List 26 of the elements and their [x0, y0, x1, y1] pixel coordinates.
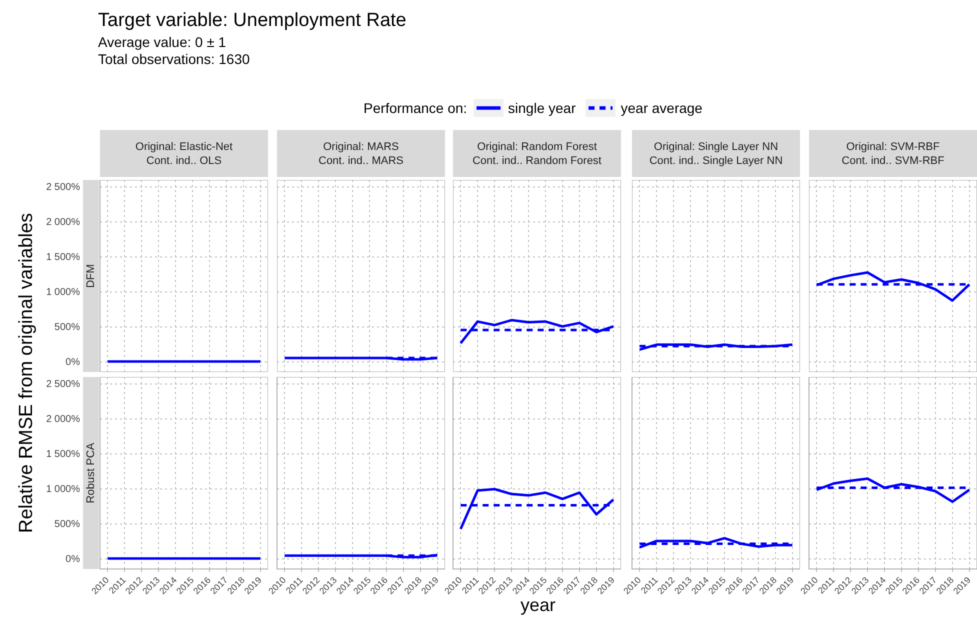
chart-title: Original: SVM-RBF Cont. ind.. SVM-RBF [809, 130, 977, 177]
y-tick-label: 1 500% [46, 252, 80, 263]
text: Target variable: Unemployment Rate [98, 10, 406, 32]
y-tick-label: 0% [66, 356, 80, 368]
y-tick-label: 500% [54, 518, 80, 530]
y-tick-label: 2 000% [46, 216, 80, 228]
y-tick-label: 2 000% [46, 414, 80, 425]
text: Relative RMSE from original variables [16, 213, 38, 533]
y-tick-label: 1 000% [46, 484, 80, 495]
text: Average value: 0 ± 1 Total observations: 1630 [98, 34, 250, 68]
legend-label: single year [508, 100, 576, 116]
text: year [520, 595, 556, 616]
y-tick-label: 1 500% [46, 448, 80, 460]
text: Robust PCA [85, 442, 97, 504]
y-tick-label: 2 500% [46, 378, 80, 390]
y-tick-label: 0% [66, 554, 80, 565]
chart-title: Original: Elastic-Net Cont. ind.. OLS [100, 130, 268, 177]
chart-title: Original: MARS Cont. ind.. MARS [277, 130, 445, 177]
chart-title: Original: Single Layer NN Cont. ind.. Single Layer NN [632, 130, 800, 177]
legend-label: year average [620, 100, 702, 116]
y-tick-label: 2 500% [46, 182, 80, 193]
text: DFM [85, 264, 97, 288]
y-tick-label: 1 000% [46, 286, 80, 298]
y-tick-label: 500% [54, 322, 80, 333]
chart-title: Original: Random Forest Cont. ind.. Random Forest [453, 130, 621, 177]
legend-title: Performance on: [364, 100, 468, 116]
